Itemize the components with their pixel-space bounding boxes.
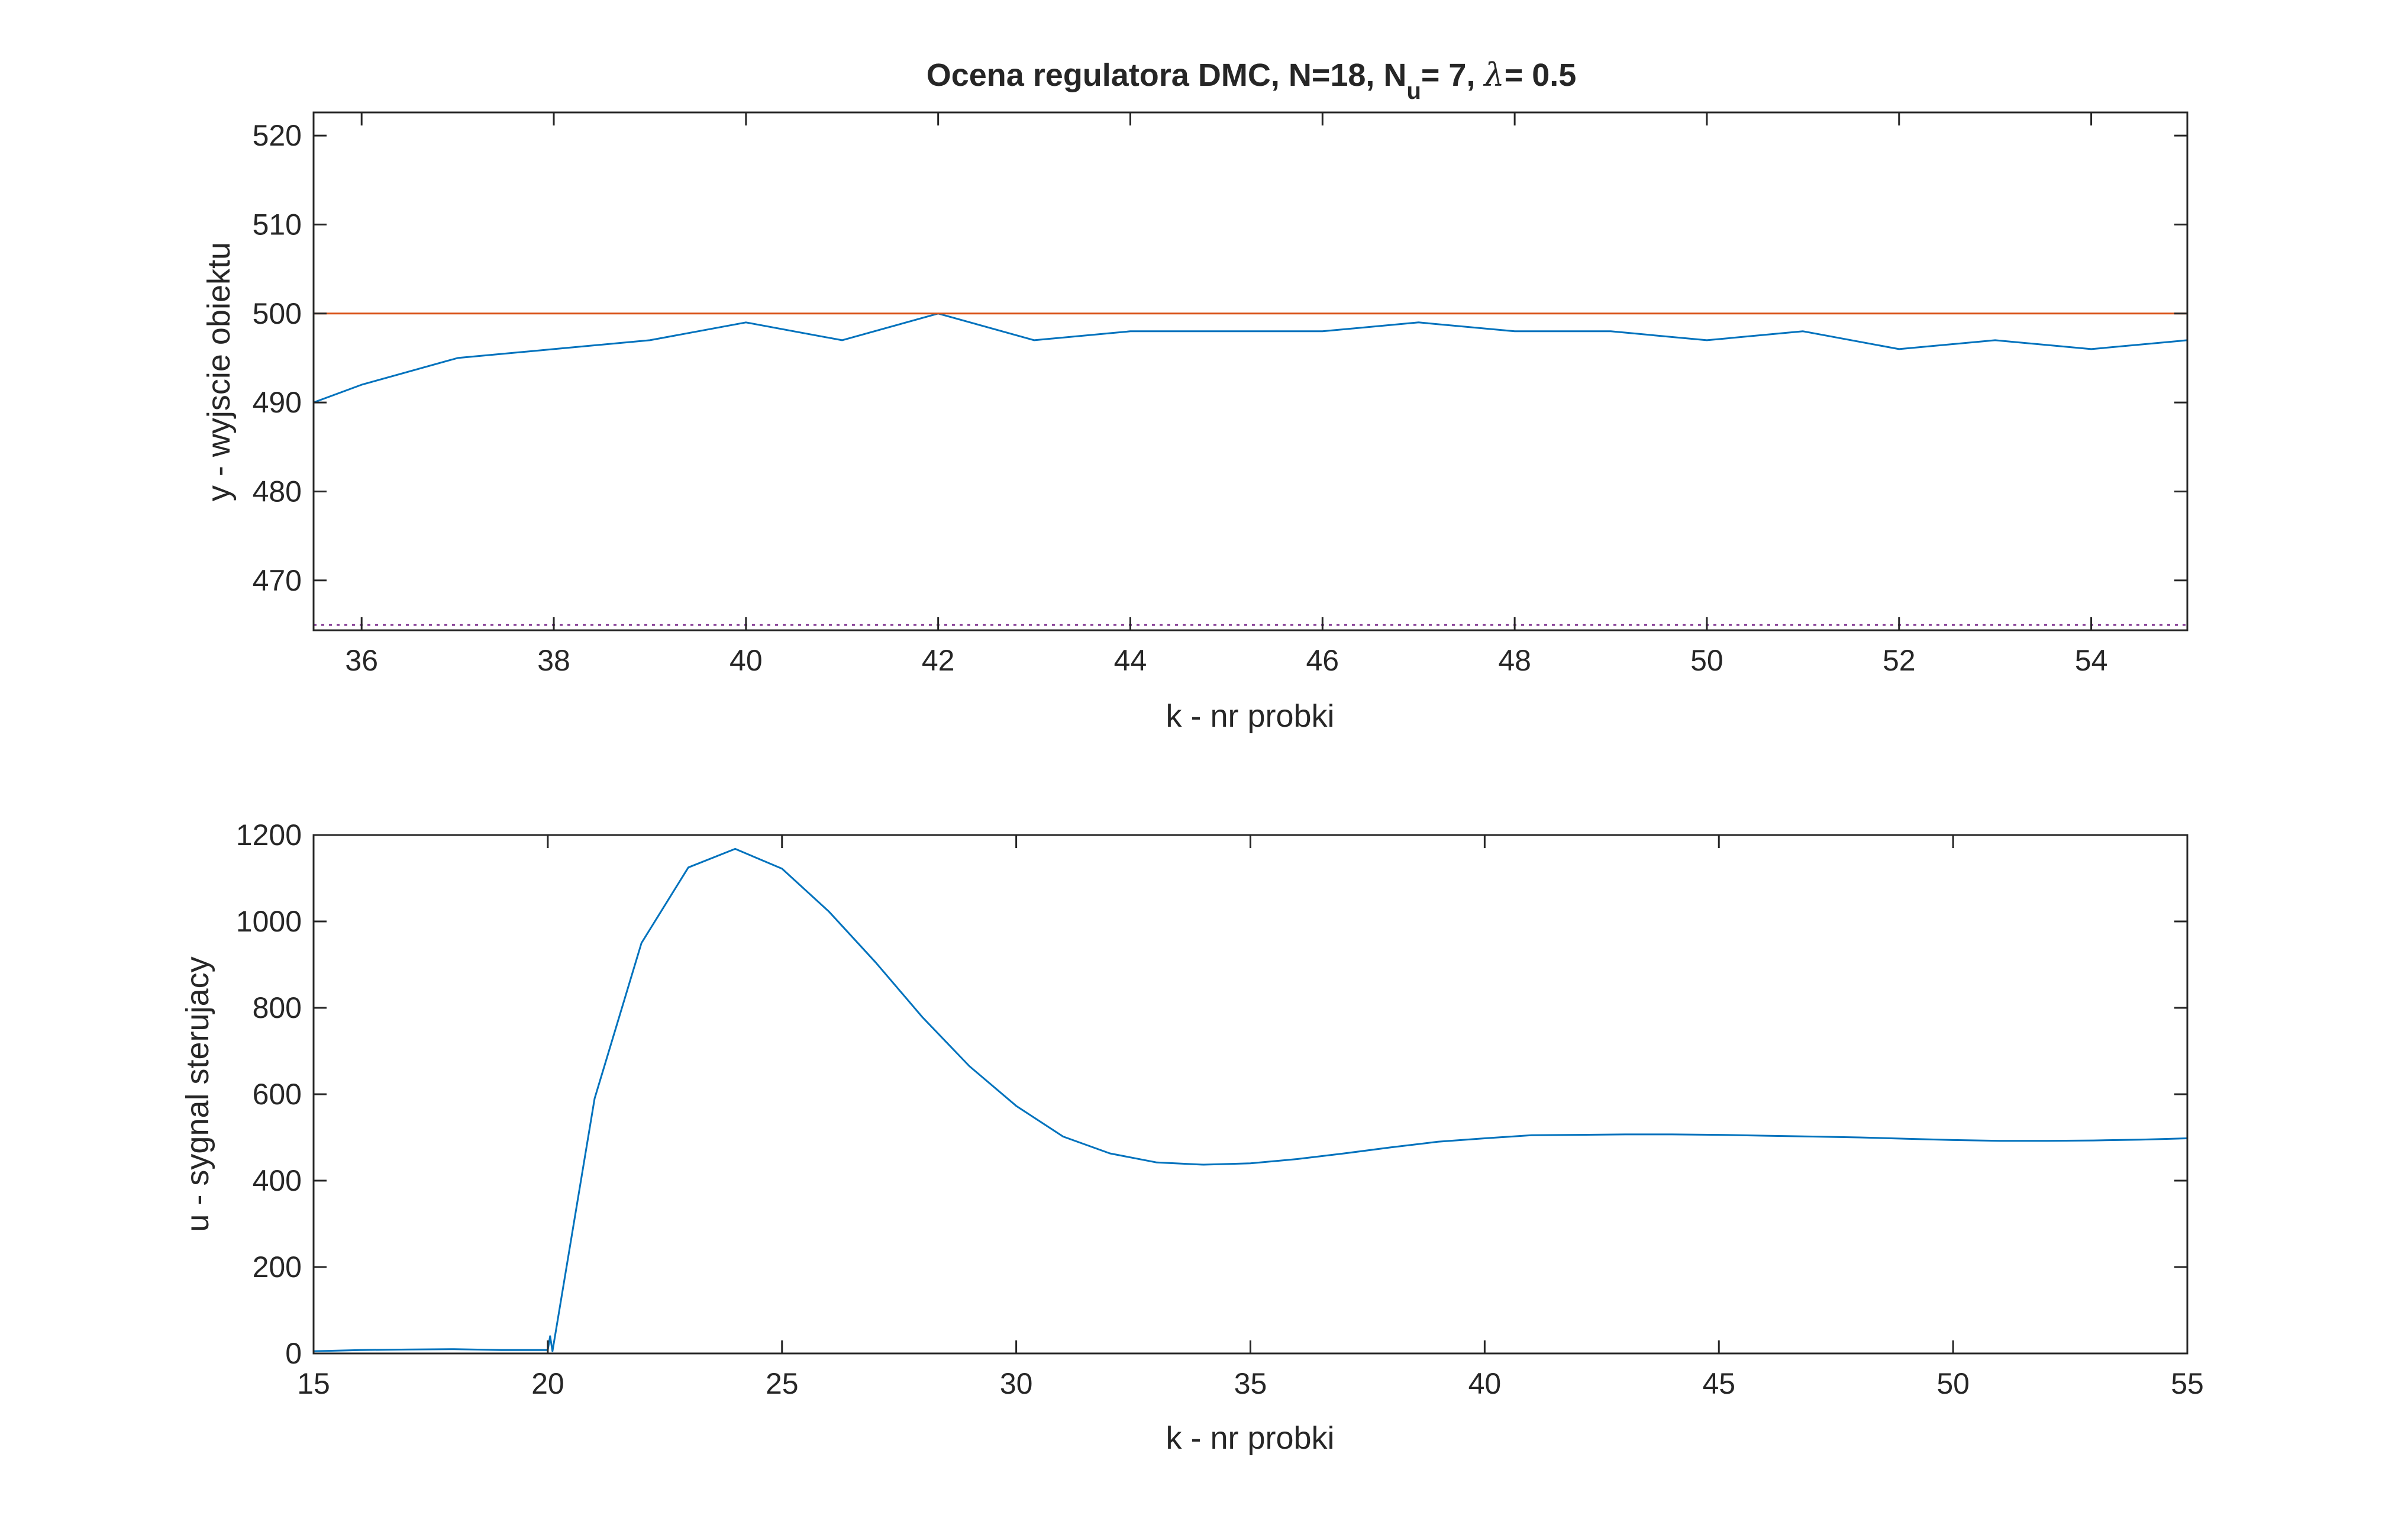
control-signal-line	[314, 847, 2187, 1352]
control-y-axis-label: u - sygnal sterujacy	[180, 956, 215, 1232]
output-x-tick-label: 48	[1498, 644, 1531, 677]
control-y-tick-label: 1000	[236, 905, 302, 938]
control-y-tick-label: 400	[253, 1164, 302, 1197]
output-y-tick-label: 500	[253, 297, 302, 330]
output-ticks-group: 36 38 40 42 44 46 48 50 52 54 470 480 490 500 510 520	[253, 112, 2187, 677]
output-y-tick-label: 490	[253, 386, 302, 419]
output-y-tick-label: 470	[253, 564, 302, 597]
control-x-tick-label: 40	[1468, 1367, 1502, 1400]
output-x-tick-label: 38	[537, 644, 570, 677]
control-y-tick-label: 200	[253, 1250, 302, 1284]
output-series-group	[314, 312, 2187, 626]
output-y-tick-label: 520	[253, 119, 302, 152]
control-x-tick-label: 45	[1702, 1367, 1735, 1400]
control-y-tick-label: 0	[285, 1337, 302, 1370]
output-x-tick-label: 46	[1306, 644, 1339, 677]
output-x-tick-label: 54	[2075, 644, 2108, 677]
control-x-axis-label: k - nr probki	[1166, 1420, 1334, 1456]
control-subplot: 15 20 25 30 35 40 45 50 55020040060080010001200 …	[180, 818, 2204, 1456]
output-x-tick-label: 50	[1690, 644, 1723, 677]
control-x-tick-label: 15	[297, 1367, 330, 1400]
control-y-tick-label: 1200	[236, 818, 302, 852]
output-x-tick-label: 40	[729, 644, 763, 677]
output-x-tick-label: 52	[1883, 644, 1916, 677]
output-x-axis-label: k - nr probki	[1166, 698, 1334, 734]
output-axes-frame	[312, 111, 2188, 631]
control-x-tick-label: 30	[1000, 1367, 1033, 1400]
control-x-tick-label: 35	[1234, 1367, 1267, 1400]
control-x-tick-label: 55	[2171, 1367, 2204, 1400]
control-y-tick-label: 800	[253, 991, 302, 1024]
output-x-tick-label: 36	[345, 644, 378, 677]
output-y-tick-label: 480	[253, 475, 302, 508]
output-y-tick-label: 510	[253, 208, 302, 241]
control-x-tick-label: 20	[531, 1367, 564, 1400]
control-y-tick-label: 600	[253, 1078, 302, 1111]
control-x-tick-label: 25	[766, 1367, 799, 1400]
control-series-group	[314, 847, 2187, 1352]
output-line	[314, 312, 2187, 404]
output-x-tick-label: 42	[922, 644, 955, 677]
output-subplot: 36 38 40 42 44 46 48 50 52 54 470 480 490 500 510 520 k…	[201, 111, 2188, 734]
control-x-tick-label: 50	[1936, 1367, 1970, 1400]
output-x-tick-label: 44	[1114, 644, 1147, 677]
output-y-axis-label: y - wyjscie obiektu	[201, 242, 237, 501]
control-ticks-group: 15 20 25 30 35 40 45 50 55 0 200 400 600 800 1000 1200	[236, 818, 2204, 1400]
chart-title: Ocena regulatora DMC, N=18, Nu= 7, λ= 0.…	[927, 56, 1577, 104]
